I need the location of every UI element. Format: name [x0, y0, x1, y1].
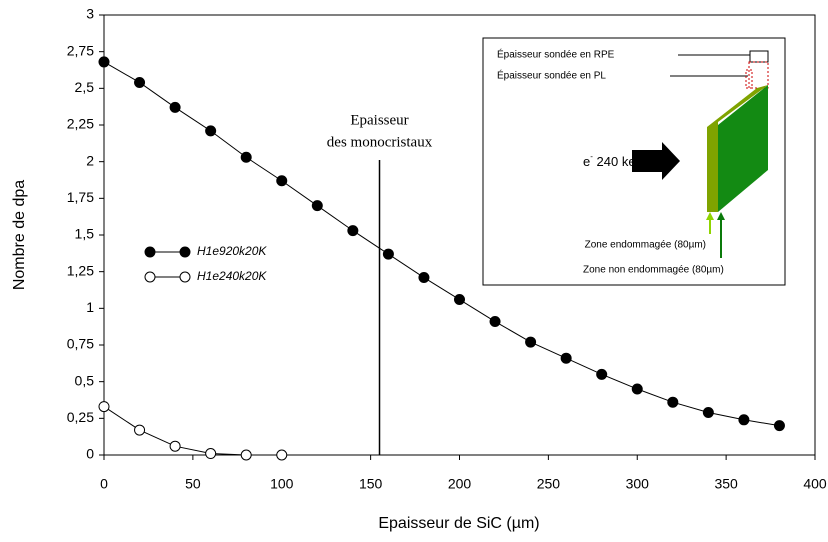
- undamaged-slab: [718, 85, 768, 212]
- beam-label: e- 240 keV: [583, 152, 645, 169]
- x-tick-label: 50: [185, 476, 201, 492]
- data-point: [169, 101, 181, 113]
- data-point: [98, 56, 110, 68]
- data-point: [525, 336, 537, 348]
- data-point: [347, 225, 359, 237]
- data-point: [596, 368, 608, 380]
- x-tick-label: 200: [448, 476, 472, 492]
- y-tick-label: 2,5: [75, 79, 95, 95]
- data-point: [276, 449, 288, 461]
- y-tick-label: 2,25: [67, 116, 94, 132]
- data-point: [382, 248, 394, 260]
- damaged-slab: [707, 85, 768, 212]
- y-tick-label: 0: [86, 446, 94, 462]
- y-tick-label: 1: [86, 299, 94, 315]
- x-tick-label: 100: [270, 476, 294, 492]
- x-tick-label: 350: [714, 476, 738, 492]
- y-tick-label: 1,75: [67, 189, 94, 205]
- data-point: [205, 125, 217, 137]
- y-tick-label: 2,75: [67, 42, 94, 58]
- legend-marker: [179, 246, 191, 258]
- legend-label: H1e240k20K: [197, 269, 267, 283]
- rpe-box: [749, 50, 769, 63]
- legend-marker: [179, 271, 191, 283]
- data-point: [702, 406, 714, 418]
- y-tick-label: 0,25: [67, 409, 94, 425]
- beam-particle: e: [583, 154, 590, 169]
- inset: Épaisseur sondée en RPE Épaisseur sondée…: [482, 37, 786, 286]
- data-point: [773, 420, 785, 432]
- data-point: [240, 151, 252, 163]
- legend-marker: [144, 246, 156, 258]
- y-axis-title: Nombre de dpa: [11, 180, 28, 290]
- data-point: [134, 424, 146, 436]
- data-point: [311, 200, 323, 212]
- x-tick-label: 0: [100, 476, 108, 492]
- y-tick-label: 3: [86, 6, 94, 22]
- y-tick-label: 1,25: [67, 262, 94, 278]
- y-tick-label: 0,5: [75, 372, 95, 388]
- x-tick-label: 400: [803, 476, 827, 492]
- damaged-label: Zone endommagée (80µm): [585, 240, 706, 251]
- legend-label: H1e920k20K: [197, 244, 267, 258]
- rpe-depth: [748, 61, 769, 89]
- data-point: [454, 294, 465, 306]
- series-line: [103, 406, 282, 456]
- y-tick-label: 2: [86, 152, 94, 168]
- y-tick-label: 0,75: [67, 336, 94, 352]
- data-point: [276, 175, 288, 187]
- series-line: [103, 61, 780, 427]
- data-point: [169, 440, 181, 452]
- undamaged-label: Zone non endommagée (80µm): [583, 265, 724, 276]
- y-tick-label: 1,5: [75, 226, 95, 242]
- beam-arrow: [632, 142, 680, 180]
- beam-charge: -: [590, 152, 593, 161]
- data-point: [489, 316, 501, 328]
- x-axis-title: Epaisseur de SiC (µm): [378, 515, 539, 532]
- x-tick-label: 300: [626, 476, 650, 492]
- x-tick-label: 250: [537, 476, 561, 492]
- data-point: [98, 401, 110, 413]
- rpe-label: Épaisseur sondée en RPE: [497, 48, 615, 61]
- data-point: [738, 414, 750, 426]
- x-tick-label: 150: [359, 476, 383, 492]
- damaged-arrow-head: [706, 212, 714, 220]
- data-point: [667, 396, 679, 408]
- data-point: [631, 383, 643, 395]
- beam-energy: 240 keV: [593, 154, 645, 169]
- data-point: [205, 448, 217, 460]
- data-point: [240, 449, 252, 461]
- data-point: [134, 76, 146, 88]
- data-point: [418, 272, 430, 284]
- annotation-text: des monocristaux: [327, 134, 433, 150]
- data-point: [560, 352, 572, 364]
- legend-marker: [144, 271, 156, 283]
- annotation-text: Epaisseur: [350, 112, 408, 128]
- undamaged-arrow-head: [717, 212, 725, 220]
- pl-label: Épaisseur sondée en PL: [497, 69, 606, 82]
